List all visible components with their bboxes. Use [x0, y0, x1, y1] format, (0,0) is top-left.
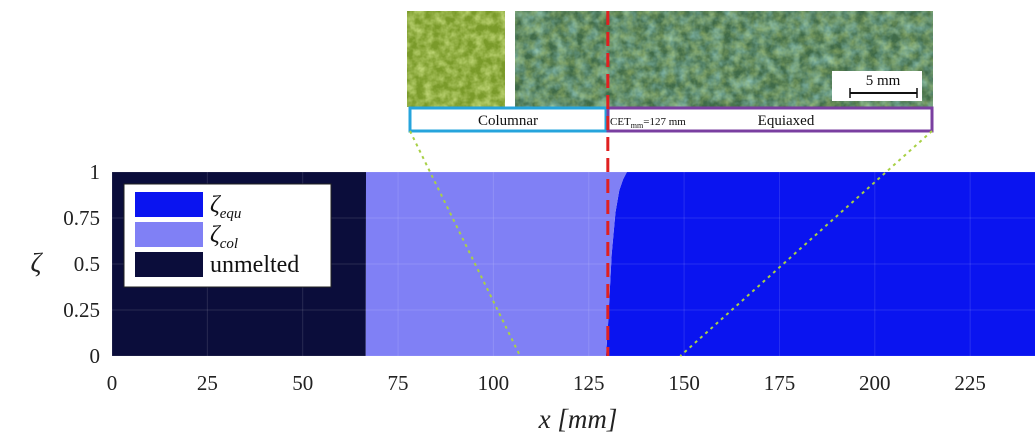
legend-swatch-unmelted	[135, 252, 203, 277]
legend-swatch-col	[135, 222, 203, 247]
y-tick-label: 0.25	[63, 298, 100, 322]
legend-label-unmelted: unmelted	[210, 252, 299, 278]
y-tick-label: 0.5	[74, 252, 100, 276]
x-axis-label: x [mm]	[538, 404, 618, 434]
area-layer	[112, 172, 1035, 356]
x-tick-label: 50	[292, 371, 313, 395]
scale-bar: 5 mm	[832, 71, 922, 101]
x-tick-label: 125	[573, 371, 605, 395]
equiaxed-label: Equiaxed	[758, 113, 815, 129]
x-tick-label: 200	[859, 371, 891, 395]
area-unmelted	[112, 172, 1035, 356]
cet-label-value: =127 mm	[643, 116, 686, 128]
x-axis-ticks: 0 25 50 75 100 125 150 175 200 225	[107, 371, 986, 395]
y-tick-label: 1	[90, 160, 101, 184]
y-axis-label: ζ	[31, 248, 44, 278]
x-tick-label: 100	[478, 371, 510, 395]
columnar-box	[408, 106, 608, 133]
scale-bar-label: 5 mm	[866, 73, 901, 89]
columnar-label: Columnar	[478, 113, 538, 129]
area-equ	[112, 172, 1035, 356]
cet-label-sub: mm	[631, 121, 644, 130]
legend-label-equ: ζequ	[210, 192, 241, 222]
legend-label-col: ζcol	[210, 222, 238, 252]
x-tick-label: 75	[388, 371, 409, 395]
x-tick-label: 175	[764, 371, 796, 395]
x-tick-label: 0	[107, 371, 118, 395]
x-tick-label: 25	[197, 371, 218, 395]
overlay-layer	[409, 11, 933, 357]
cet-label-main: CET	[610, 116, 631, 128]
x-tick-label: 225	[954, 371, 986, 395]
region-labels: Columnar CETmm=127 mm Equiaxed	[408, 106, 934, 133]
x-tick-label: 150	[668, 371, 700, 395]
legend-swatch-equ	[135, 192, 203, 217]
zoom-guide-line-right	[679, 130, 933, 357]
y-tick-label: 0	[90, 344, 101, 368]
y-tick-label: 0.75	[63, 206, 100, 230]
y-axis-ticks: 0 0.25 0.5 0.75 1	[63, 160, 100, 368]
cet-label: CETmm=127 mm	[610, 116, 686, 130]
micrograph-inset: 5 mm	[407, 11, 933, 107]
area-col	[112, 172, 1035, 356]
